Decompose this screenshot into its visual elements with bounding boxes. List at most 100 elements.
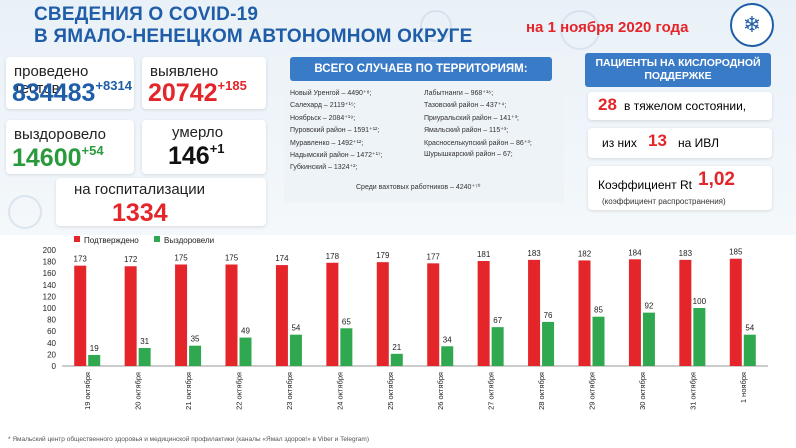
recovered-bar xyxy=(743,334,756,366)
confirmed-data-label: 173 xyxy=(74,255,88,264)
recovered-bar xyxy=(491,327,504,366)
territory-row: Приуральский район – 141⁺³; xyxy=(424,114,519,122)
recovered-data-label: 34 xyxy=(443,335,452,344)
confirmed-data-label: 185 xyxy=(729,248,743,257)
detected-label: выявлено xyxy=(150,63,219,80)
confirmed-bar xyxy=(175,264,188,366)
x-tick-label: 30 октября xyxy=(638,372,647,410)
recovered-data-label: 85 xyxy=(594,306,603,315)
confirmed-data-label: 183 xyxy=(527,249,541,258)
territory-row: Салехард – 2119⁺¹⁵; xyxy=(290,102,356,110)
shift-workers-row: Среди вахтовых работников – 4240⁺⁷⁰ xyxy=(356,184,481,191)
recovered-data-label: 92 xyxy=(644,302,653,311)
recovered-bar xyxy=(693,308,706,366)
virus-decoration-icon xyxy=(560,10,600,50)
confirmed-bar xyxy=(628,259,641,366)
x-tick-label: 21 октября xyxy=(184,372,193,410)
confirmed-data-label: 177 xyxy=(427,252,441,261)
hospital-value: 1334 xyxy=(112,199,168,227)
confirmed-bar xyxy=(578,260,591,366)
confirmed-data-label: 178 xyxy=(326,252,340,261)
rt-note: (коэффициент распространения) xyxy=(602,197,726,206)
recovered-bar xyxy=(239,337,252,366)
footer-note: * Ямальский центр общественного здоровья… xyxy=(8,436,369,443)
confirmed-bar xyxy=(326,262,339,366)
died-card: умерло 146+1 xyxy=(142,120,266,174)
recovered-data-label: 35 xyxy=(191,335,200,344)
x-tick-label: 19 октября xyxy=(83,372,92,410)
recovered-bar xyxy=(592,316,605,366)
x-tick-label: 23 октября xyxy=(285,372,294,410)
recovered-card: выздоровело 14600+54 xyxy=(6,120,134,174)
x-tick-label: 22 октября xyxy=(235,372,244,410)
rt-card: Коэффициент Rt 1,02 (коэффициент распрос… xyxy=(588,166,772,210)
territory-row: Красноселькупский район – 86⁺³; xyxy=(424,139,532,147)
y-tick-label: 60 xyxy=(47,327,56,336)
y-tick-label: 0 xyxy=(52,362,57,371)
agency-logo-icon: ❄ xyxy=(730,3,774,47)
recovered-bar xyxy=(289,334,302,366)
confirmed-data-label: 175 xyxy=(174,254,188,263)
oxygen-heading: ПАЦИЕНТЫ НА КИСЛОРОДНОЙ ПОДДЕРЖКЕ xyxy=(585,53,771,87)
rt-value: 1,02 xyxy=(698,169,735,190)
severe-card: 28 в тяжелом состоянии, xyxy=(588,92,772,120)
recovered-data-label: 100 xyxy=(693,297,707,306)
tests-card: проведено тестов 834483+8314 xyxy=(6,57,134,109)
confirmed-bar xyxy=(729,258,742,366)
recovered-data-label: 19 xyxy=(90,344,99,353)
detected-value: 20742+185 xyxy=(148,78,247,107)
died-label: умерло xyxy=(172,124,224,141)
x-tick-label: 29 октября xyxy=(588,372,597,410)
territory-row: Губкинский – 1324⁺²; xyxy=(290,164,358,172)
died-value: 146+1 xyxy=(168,141,225,170)
recovered-bar xyxy=(340,328,353,366)
page-title: СВЕДЕНИЯ О COVID-19 В ЯМАЛО-НЕНЕЦКОМ АВТ… xyxy=(34,4,472,48)
legend-swatch xyxy=(154,236,160,242)
territory-row: Ямальский район – 115⁺³; xyxy=(424,127,509,135)
territory-row: Тазовский район – 437⁺⁴; xyxy=(424,102,507,110)
recovered-bar xyxy=(138,348,151,366)
x-tick-label: 1 ноября xyxy=(739,372,748,403)
hospital-label: на госпитализации xyxy=(74,181,206,198)
y-tick-label: 40 xyxy=(47,339,56,348)
confirmed-data-label: 179 xyxy=(376,251,390,260)
y-tick-label: 20 xyxy=(47,350,56,359)
tests-value: 834483+8314 xyxy=(12,78,132,107)
confirmed-bar xyxy=(275,265,288,366)
x-tick-label: 20 октября xyxy=(134,372,143,410)
territory-row: Лабытнанги – 968⁺¹⁶; xyxy=(424,90,494,97)
recovered-bar xyxy=(441,346,454,366)
detected-card: выявлено 20742+185 xyxy=(142,57,266,109)
recovered-value: 14600+54 xyxy=(12,143,104,172)
recovered-data-label: 31 xyxy=(140,337,149,346)
confirmed-bar xyxy=(427,263,440,366)
x-tick-label: 24 октября xyxy=(335,372,344,410)
recovered-data-label: 49 xyxy=(241,327,250,336)
y-tick-label: 200 xyxy=(43,246,57,255)
x-tick-label: 27 октября xyxy=(487,372,496,410)
recovered-bar xyxy=(88,354,101,366)
y-tick-label: 140 xyxy=(43,281,57,290)
confirmed-bar xyxy=(376,262,389,366)
legend-swatch xyxy=(74,236,80,242)
recovered-data-label: 21 xyxy=(392,343,401,352)
recovered-label: выздоровело xyxy=(14,126,106,143)
ivl-value: 13 xyxy=(648,131,667,150)
confirmed-data-label: 175 xyxy=(225,254,239,263)
confirmed-bar xyxy=(679,259,692,366)
recovered-data-label: 67 xyxy=(493,316,502,325)
confirmed-bar xyxy=(477,261,490,366)
territories-heading: ВСЕГО СЛУЧАЕВ ПО ТЕРРИТОРИЯМ: xyxy=(290,57,552,81)
confirmed-bar xyxy=(124,266,137,366)
recovered-bar xyxy=(642,312,655,366)
confirmed-bar xyxy=(528,259,541,366)
confirmed-data-label: 184 xyxy=(628,248,642,257)
legend-label: Подтверждено xyxy=(84,236,139,245)
y-tick-label: 180 xyxy=(43,258,57,267)
virus-decoration-icon xyxy=(8,195,42,229)
confirmed-data-label: 183 xyxy=(679,249,693,258)
ivl-card: из них 13 на ИВЛ xyxy=(588,128,772,158)
rt-label: Коэффициент Rt xyxy=(598,178,692,192)
confirmed-bar xyxy=(74,265,87,366)
severe-text: в тяжелом состоянии, xyxy=(624,99,747,113)
